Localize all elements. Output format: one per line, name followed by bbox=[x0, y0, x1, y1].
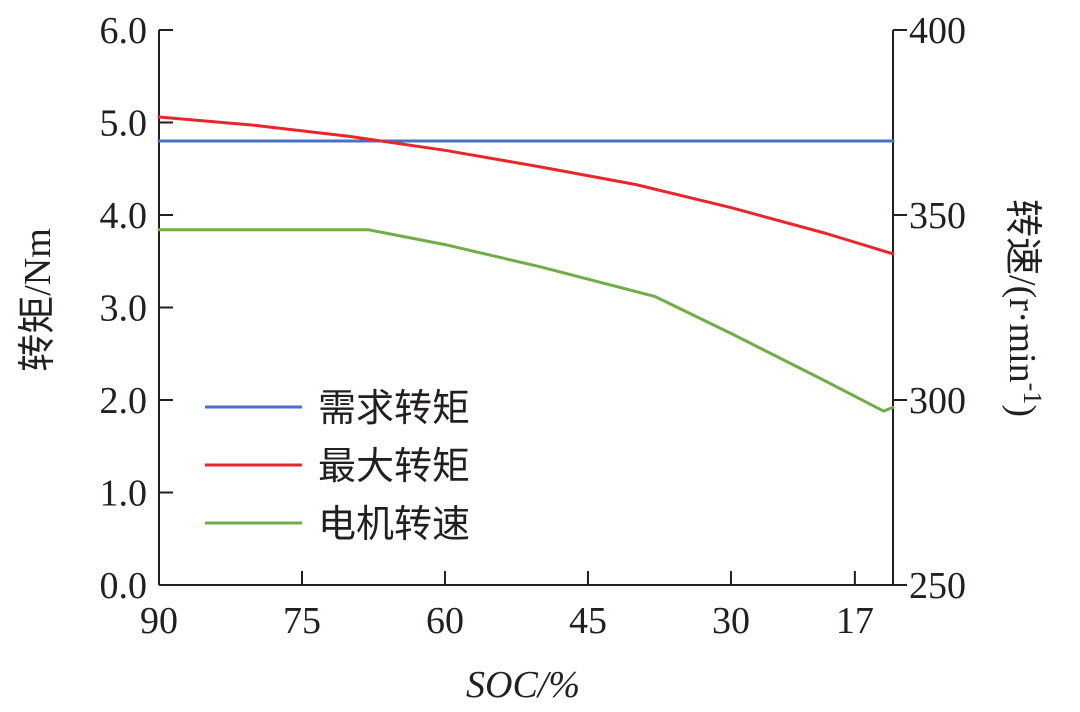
y-left-tick-label: 6.0 bbox=[100, 10, 148, 52]
x-tick-label: 75 bbox=[283, 600, 321, 642]
axes bbox=[158, 30, 894, 586]
legend-label-3: 电机转速 bbox=[318, 504, 470, 546]
x-tick-label: 90 bbox=[140, 600, 178, 642]
y-right-tick-label: 400 bbox=[909, 10, 966, 52]
y-left-tick-label: 4.0 bbox=[100, 195, 148, 237]
y-axis-right-title-main: 转速/(r·min bbox=[1001, 199, 1043, 383]
y-axis-right-title-sup: -1 bbox=[1018, 383, 1047, 405]
x-axis-title: SOC/% bbox=[466, 664, 580, 706]
y-right-tick-label: 250 bbox=[909, 565, 966, 607]
y-axis-left-title: 转矩/Nm bbox=[17, 228, 59, 372]
y-right-tick-label: 350 bbox=[909, 195, 966, 237]
y-left-tick-label: 1.0 bbox=[100, 473, 148, 515]
y-right-tick-label: 300 bbox=[909, 380, 966, 422]
x-tick-label: 45 bbox=[569, 600, 607, 642]
series bbox=[157, 115, 895, 413]
y-axis-right-title: 转速/(r·min-1) bbox=[1001, 199, 1047, 417]
y-axis-right-title-close: ) bbox=[1001, 404, 1043, 417]
ticks: 0.0 1.0 2.0 3.0 4.0 5.0 6.0 250 300 350 400 90 75 60 4… bbox=[100, 10, 967, 642]
legend-label-1: 需求转矩 bbox=[318, 388, 470, 430]
y-left-tick-label: 2.0 bbox=[100, 380, 148, 422]
x-tick-label: 60 bbox=[426, 600, 464, 642]
y-left-tick-label: 3.0 bbox=[100, 288, 148, 330]
legend-label-2: 最大转矩 bbox=[318, 446, 470, 488]
y-left-tick-label: 5.0 bbox=[100, 103, 148, 145]
y-left-tick-label: 0.0 bbox=[100, 565, 148, 607]
x-tick-label: 30 bbox=[712, 600, 750, 642]
series-line-2 bbox=[157, 115, 895, 256]
x-tick-label: 17 bbox=[836, 600, 874, 642]
series-line-3 bbox=[157, 228, 895, 413]
